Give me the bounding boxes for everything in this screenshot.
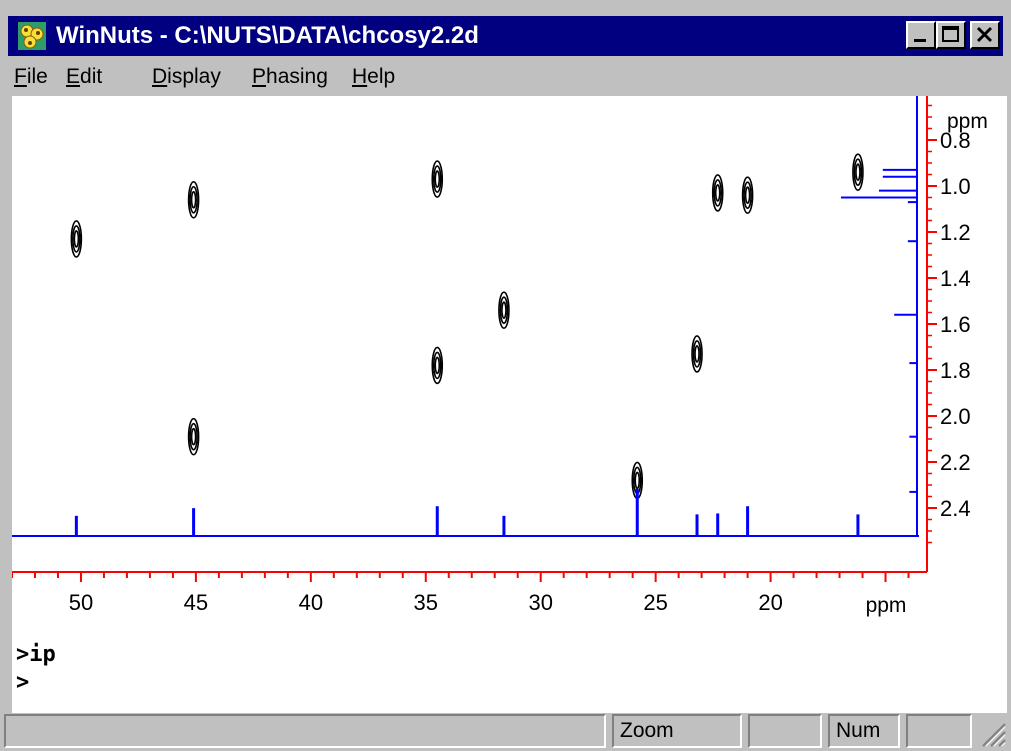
contour-ring bbox=[187, 181, 200, 219]
contour-ring bbox=[70, 220, 83, 258]
contour-ring bbox=[434, 356, 441, 375]
title-bar[interactable]: WinNuts - C:\NUTS\DATA\chcosy2.2d bbox=[8, 16, 1003, 56]
contour-ring bbox=[73, 230, 80, 248]
contour-ring bbox=[431, 160, 444, 198]
y-tick-label: 0.8 bbox=[940, 128, 971, 153]
cross-peak bbox=[691, 335, 703, 373]
contour-ring bbox=[72, 225, 81, 253]
contour-ring bbox=[741, 176, 754, 214]
contour-ring bbox=[691, 335, 703, 373]
minimize-icon bbox=[914, 39, 926, 42]
carbon-projection bbox=[12, 488, 919, 537]
status-panel-empty bbox=[748, 714, 822, 748]
y-tick-label: 1.8 bbox=[940, 358, 971, 383]
spectrum-view[interactable]: 0.8 1.0 1.2 1.4 1.6 1.8 2.0 2.2 2.4 ppm 50 45 40 35 30… bbox=[12, 96, 1007, 713]
cross-peak bbox=[70, 220, 83, 258]
x-tick-label: 20 bbox=[758, 590, 782, 615]
status-mode-panel: Zoom bbox=[612, 714, 742, 748]
cross-peak bbox=[431, 346, 444, 385]
close-button[interactable] bbox=[970, 21, 1000, 49]
status-message-panel bbox=[4, 714, 606, 748]
y-tick-label: 2.0 bbox=[940, 404, 971, 429]
contour-ring bbox=[187, 417, 200, 456]
status-bar: Zoom Num bbox=[4, 714, 1007, 748]
menu-phasing[interactable]: Phasing bbox=[252, 65, 328, 88]
command-prompt[interactable]: > bbox=[16, 670, 30, 695]
cross-peak bbox=[187, 181, 200, 219]
menu-bar: File Edit Display Phasing Help bbox=[8, 58, 1003, 94]
proton-projection bbox=[841, 96, 918, 536]
x-tick-label: 25 bbox=[643, 590, 667, 615]
y-tick-label: 1.6 bbox=[940, 312, 971, 337]
contour-ring bbox=[853, 158, 863, 186]
cross-peak bbox=[741, 176, 754, 214]
contour-ring bbox=[189, 422, 198, 451]
y-tick-label: 2.2 bbox=[940, 450, 971, 475]
contour-layer bbox=[70, 153, 864, 500]
cross-peak bbox=[431, 160, 444, 198]
cross-peak bbox=[498, 291, 510, 329]
menu-display[interactable]: Display bbox=[152, 65, 221, 88]
contour-ring bbox=[713, 179, 723, 207]
cross-peak bbox=[711, 174, 724, 212]
menu-help[interactable]: Help bbox=[352, 65, 396, 88]
y-tick-label: 2.4 bbox=[940, 496, 971, 521]
x-tick-label: 45 bbox=[184, 590, 208, 615]
cross-peak bbox=[852, 153, 864, 191]
cosy-2d-plot[interactable]: 0.8 1.0 1.2 1.4 1.6 1.8 2.0 2.2 2.4 ppm 50 45 40 35 30… bbox=[12, 96, 1007, 636]
contour-ring bbox=[498, 291, 510, 329]
contour-ring bbox=[692, 340, 702, 368]
y-tick-label: 1.4 bbox=[940, 266, 971, 291]
contour-ring bbox=[711, 174, 724, 212]
y-tick-label: 1.0 bbox=[940, 174, 971, 199]
contour-ring bbox=[499, 296, 509, 324]
maximize-button[interactable] bbox=[936, 21, 966, 49]
contour-ring bbox=[852, 153, 864, 191]
maximize-icon bbox=[942, 26, 959, 42]
contour-ring bbox=[432, 351, 442, 380]
contour-ring bbox=[743, 181, 752, 209]
menu-file[interactable]: File bbox=[14, 65, 48, 88]
winnuts-app-icon[interactable] bbox=[18, 22, 46, 50]
command-output-line: >ip bbox=[16, 642, 56, 667]
contour-ring bbox=[190, 427, 197, 446]
status-numlock-panel: Num bbox=[828, 714, 900, 748]
contour-ring bbox=[694, 345, 700, 363]
y-tick-label: 1.2 bbox=[940, 220, 971, 245]
contour-ring bbox=[431, 346, 444, 385]
x-tick-label: 35 bbox=[414, 590, 438, 615]
close-icon bbox=[976, 26, 993, 43]
status-panel-extra bbox=[906, 714, 972, 748]
menu-edit[interactable]: Edit bbox=[66, 65, 103, 88]
contour-ring bbox=[432, 165, 442, 193]
contour-ring bbox=[189, 186, 198, 214]
x-tick-label: 50 bbox=[69, 590, 93, 615]
x-tick-label: 30 bbox=[528, 590, 552, 615]
contour-ring bbox=[434, 170, 441, 188]
y-axis-unit-label: ppm bbox=[947, 110, 988, 133]
resize-grip-icon[interactable] bbox=[977, 718, 1007, 748]
cross-peak bbox=[187, 417, 200, 456]
contour-ring bbox=[634, 471, 641, 490]
axes-layer: 0.8 1.0 1.2 1.4 1.6 1.8 2.0 2.2 2.4 ppm 50 45 40 35 30… bbox=[12, 96, 988, 617]
contour-ring bbox=[190, 191, 197, 209]
x-tick-label: 40 bbox=[299, 590, 323, 615]
contour-ring bbox=[501, 301, 507, 319]
minimize-button[interactable] bbox=[906, 21, 936, 49]
contour-ring bbox=[714, 184, 721, 202]
window-title: WinNuts - C:\NUTS\DATA\chcosy2.2d bbox=[56, 22, 479, 49]
x-axis-unit-label: ppm bbox=[866, 594, 907, 617]
contour-ring bbox=[744, 186, 751, 204]
contour-ring bbox=[855, 163, 861, 181]
